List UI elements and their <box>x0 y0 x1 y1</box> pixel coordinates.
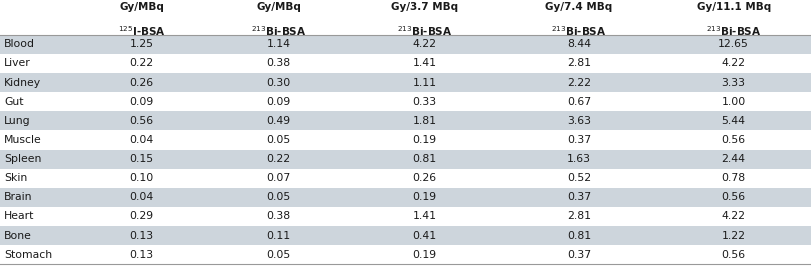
Text: Kidney: Kidney <box>4 77 41 88</box>
Text: Heart: Heart <box>4 211 34 222</box>
Bar <box>0 35 811 54</box>
Text: 0.15: 0.15 <box>130 154 153 164</box>
Text: 0.04: 0.04 <box>130 192 153 202</box>
Text: 0.56: 0.56 <box>722 250 746 260</box>
Text: 0.81: 0.81 <box>412 154 436 164</box>
Text: $^{213}$Bi-BSA: $^{213}$Bi-BSA <box>551 24 607 38</box>
Text: 0.26: 0.26 <box>130 77 153 88</box>
Text: 0.09: 0.09 <box>130 97 153 107</box>
Text: Gut: Gut <box>4 97 24 107</box>
Text: 0.19: 0.19 <box>412 192 436 202</box>
Text: $^{213}$Bi-BSA: $^{213}$Bi-BSA <box>397 24 452 38</box>
Text: 0.13: 0.13 <box>130 250 153 260</box>
Text: 4.22: 4.22 <box>722 58 745 68</box>
Text: 0.19: 0.19 <box>412 135 436 145</box>
Text: 3.33: 3.33 <box>722 77 745 88</box>
Text: 0.56: 0.56 <box>722 135 746 145</box>
Bar <box>0 73 811 92</box>
Text: 0.78: 0.78 <box>722 173 746 183</box>
Text: Bone: Bone <box>4 231 32 241</box>
Text: 0.38: 0.38 <box>267 58 290 68</box>
Text: 0.56: 0.56 <box>130 116 153 126</box>
Text: 0.11: 0.11 <box>267 231 290 241</box>
Text: 0.05: 0.05 <box>266 135 290 145</box>
Text: 4.22: 4.22 <box>722 211 745 222</box>
Text: Brain: Brain <box>4 192 32 202</box>
Text: 1.11: 1.11 <box>412 77 436 88</box>
Text: Spleen: Spleen <box>4 154 41 164</box>
Text: 0.33: 0.33 <box>412 97 436 107</box>
Text: 0.05: 0.05 <box>266 250 290 260</box>
Text: 0.09: 0.09 <box>266 97 290 107</box>
Text: 5.44: 5.44 <box>722 116 745 126</box>
Text: 0.81: 0.81 <box>567 231 591 241</box>
Text: 0.37: 0.37 <box>567 250 591 260</box>
Text: 0.37: 0.37 <box>567 135 591 145</box>
Text: 1.00: 1.00 <box>722 97 746 107</box>
Text: Gy/3.7 MBq: Gy/3.7 MBq <box>391 2 458 12</box>
Text: 1.14: 1.14 <box>267 39 290 49</box>
Text: 0.67: 0.67 <box>567 97 591 107</box>
Text: $^{125}$I-BSA: $^{125}$I-BSA <box>118 24 165 38</box>
Text: 0.56: 0.56 <box>722 192 746 202</box>
Text: 0.52: 0.52 <box>567 173 591 183</box>
Bar <box>0 188 811 207</box>
Text: 3.63: 3.63 <box>567 116 591 126</box>
Text: Gy/7.4 MBq: Gy/7.4 MBq <box>545 2 612 12</box>
Text: 1.41: 1.41 <box>412 211 436 222</box>
Text: 0.41: 0.41 <box>412 231 436 241</box>
Text: $^{213}$Bi-BSA: $^{213}$Bi-BSA <box>706 24 762 38</box>
Text: 1.25: 1.25 <box>130 39 153 49</box>
Bar <box>0 150 811 169</box>
Text: 0.29: 0.29 <box>130 211 153 222</box>
Text: 4.22: 4.22 <box>412 39 436 49</box>
Text: Stomach: Stomach <box>4 250 52 260</box>
Text: 0.26: 0.26 <box>412 173 436 183</box>
Text: 0.13: 0.13 <box>130 231 153 241</box>
Text: 0.19: 0.19 <box>412 250 436 260</box>
Text: 0.10: 0.10 <box>130 173 153 183</box>
Text: 0.49: 0.49 <box>267 116 290 126</box>
Text: $^{213}$Bi-BSA: $^{213}$Bi-BSA <box>251 24 307 38</box>
Text: Skin: Skin <box>4 173 28 183</box>
Text: Lung: Lung <box>4 116 31 126</box>
Bar <box>0 226 811 245</box>
Text: 0.38: 0.38 <box>267 211 290 222</box>
Text: 2.44: 2.44 <box>722 154 745 164</box>
Text: Liver: Liver <box>4 58 31 68</box>
Text: 0.04: 0.04 <box>130 135 153 145</box>
Text: 8.44: 8.44 <box>567 39 591 49</box>
Text: Gy/11.1 MBq: Gy/11.1 MBq <box>697 2 770 12</box>
Text: Gy/MBq: Gy/MBq <box>256 2 301 12</box>
Text: 2.81: 2.81 <box>567 211 591 222</box>
Text: 1.41: 1.41 <box>412 58 436 68</box>
Text: 1.22: 1.22 <box>722 231 745 241</box>
Text: Gy/MBq: Gy/MBq <box>119 2 164 12</box>
Text: 0.37: 0.37 <box>567 192 591 202</box>
Text: 0.07: 0.07 <box>266 173 290 183</box>
Text: Muscle: Muscle <box>4 135 42 145</box>
Text: 2.81: 2.81 <box>567 58 591 68</box>
Text: 1.63: 1.63 <box>567 154 591 164</box>
Text: 0.22: 0.22 <box>130 58 153 68</box>
Text: 12.65: 12.65 <box>719 39 749 49</box>
Bar <box>0 111 811 130</box>
Text: 1.81: 1.81 <box>412 116 436 126</box>
Text: 2.22: 2.22 <box>567 77 591 88</box>
Text: Blood: Blood <box>4 39 35 49</box>
Text: 0.22: 0.22 <box>267 154 290 164</box>
Text: 0.30: 0.30 <box>266 77 290 88</box>
Text: 0.05: 0.05 <box>266 192 290 202</box>
